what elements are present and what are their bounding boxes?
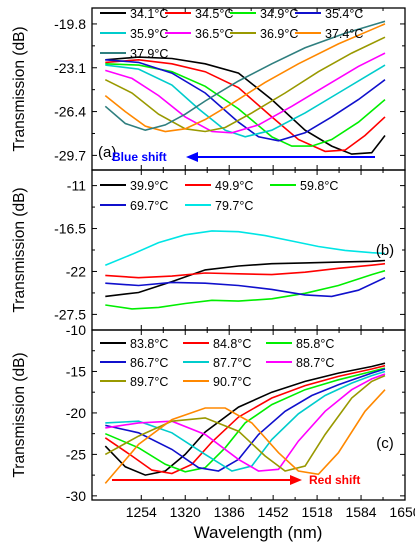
y-axis-label: Transmission (dB) [11,26,28,151]
legend-label: 69.7°C [130,199,168,213]
y-tick-label: -23.1 [54,60,86,76]
legend-label: 39.9°C [130,179,168,193]
series-line [104,364,386,475]
series-line [105,56,386,155]
series-line [104,362,386,476]
series-line [105,52,386,134]
legend-label: 85.8°C [296,337,334,351]
legend-label: 89.7°C [130,375,168,389]
y-tick-label: -11 [67,178,86,194]
legend-label: 36.5°C [195,27,233,41]
legend-label: 37.4°C [325,27,363,41]
series-line [105,276,386,298]
series-line [104,36,386,133]
series-line [104,367,386,473]
annotation-arrowhead [186,152,198,162]
panel-frame [91,329,406,501]
legend-label: 34.5°C [195,7,233,21]
legend-label: 49.9°C [215,179,253,193]
series-line [105,59,386,142]
panel-frame [91,169,406,331]
y-tick-label: -22 [66,263,86,279]
x-tick-label: 1254 [126,504,157,520]
series-line [105,269,386,310]
y-tick-label: -29.7 [54,147,86,163]
panel-label: (b) [376,242,394,259]
legend-label: 90.7°C [213,375,251,389]
legend-label: 34.1°C [130,7,168,21]
x-tick-label: 1320 [170,504,201,520]
annotation-text: Blue shift [112,150,167,164]
x-tick-label: 1452 [258,504,289,520]
y-tick-label: -15 [66,363,86,379]
y-tick-label: -26.4 [54,104,86,120]
y-tick-label: -30 [66,488,86,504]
legend-label: 35.9°C [130,27,168,41]
legend-label: 83.8°C [130,337,168,351]
series-line [105,373,386,472]
y-tick-label: -10 [66,322,86,338]
y-axis-label: Transmission (dB) [11,352,28,477]
y-tick-label: -25 [66,446,86,462]
legend-label: 87.7°C [213,356,251,370]
annotation-text: Red shift [309,473,360,487]
series-line [104,230,386,266]
y-tick-label: -27.5 [54,306,86,322]
panel-label: (c) [376,435,394,452]
x-tick-label: 1584 [345,504,376,520]
series-line [105,368,386,472]
legend-label: 34.9°C [260,7,298,21]
x-tick-label: 1650 [389,504,415,520]
legend-label: 88.7°C [296,356,334,370]
series-line [104,389,386,484]
legend-label: 86.7°C [130,356,168,370]
legend-label: 37.9°C [130,47,168,61]
x-tick-label: 1518 [302,504,333,520]
series-line [105,259,386,298]
y-axis-label: Transmission (dB) [11,187,28,312]
legend-label: 59.8°C [300,179,338,193]
annotation-arrowhead [290,475,302,485]
series-line [104,23,386,133]
legend-label: 35.4°C [325,7,363,21]
y-tick-label: -16.5 [54,221,86,237]
x-axis-label: Wavelength (nm) [194,523,323,542]
panel-label: (a) [98,144,116,161]
x-tick-label: 1386 [214,504,245,520]
series-line [105,262,386,279]
series-line [104,20,386,132]
legend-label: 79.7°C [215,199,253,213]
series-line [105,64,386,138]
y-tick-label: -20 [66,405,86,421]
legend-label: 84.8°C [213,337,251,351]
y-tick-label: -19.8 [54,16,86,32]
legend-label: 36.9°C [260,27,298,41]
